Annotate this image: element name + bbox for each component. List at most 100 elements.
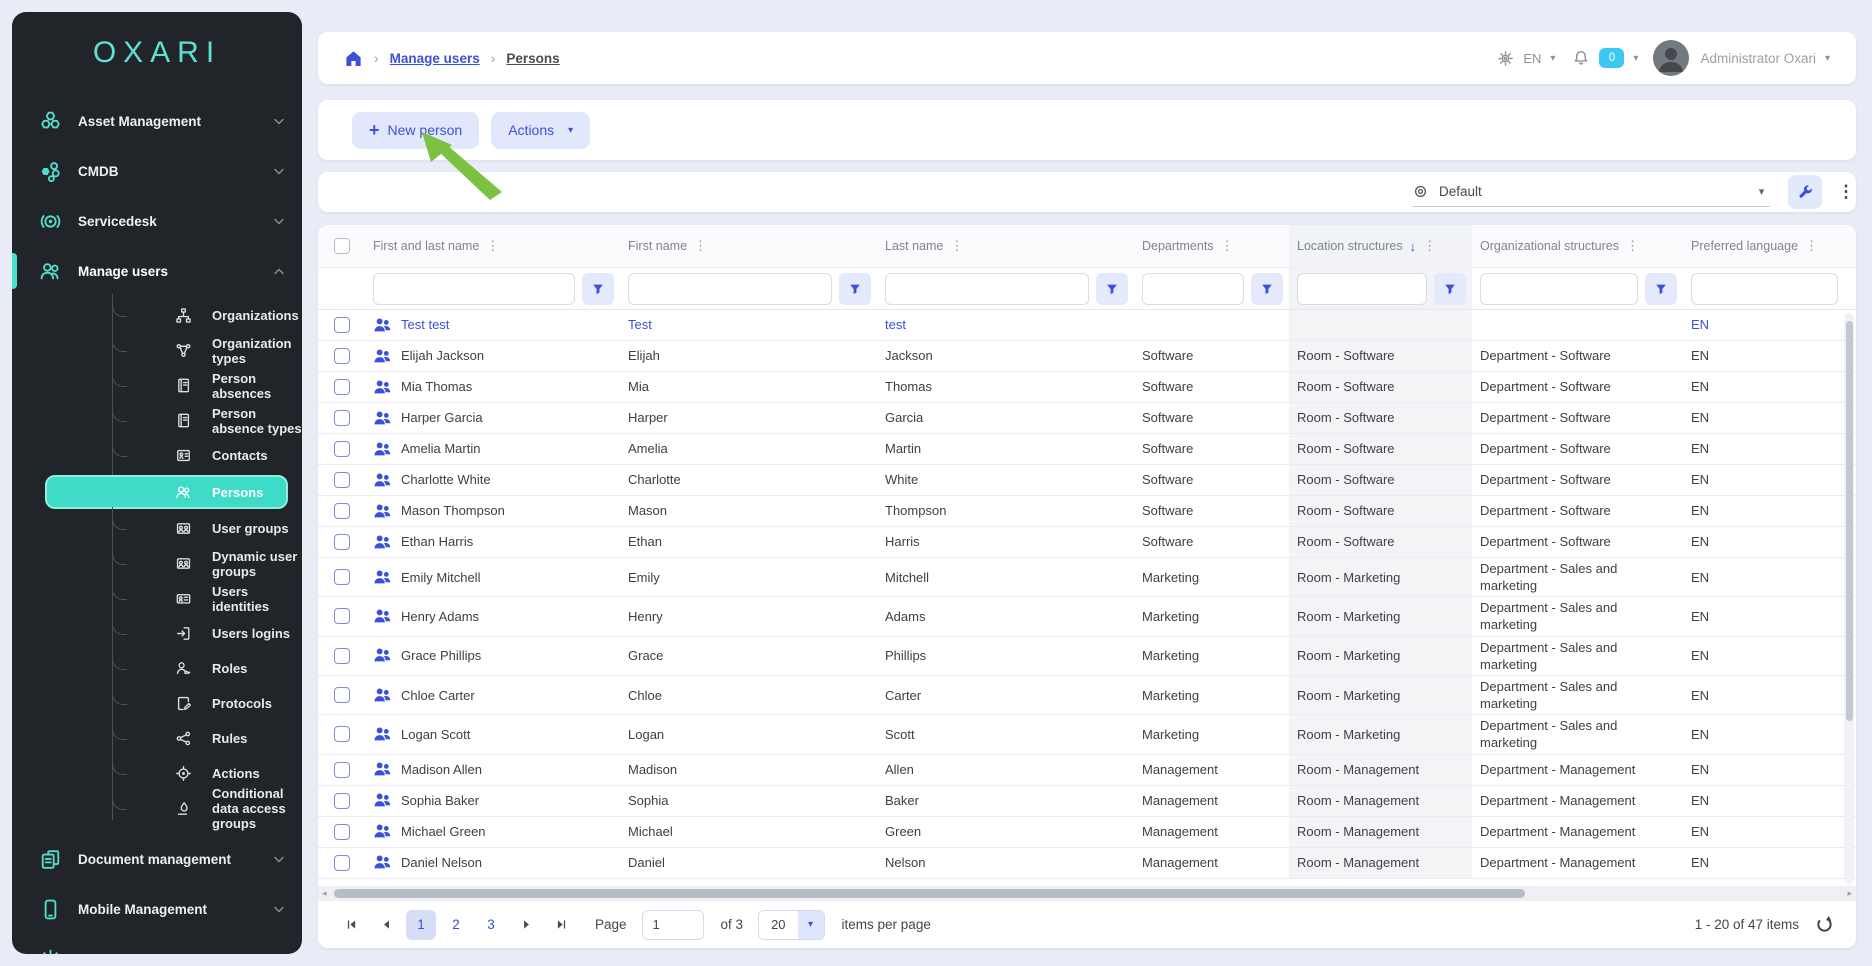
sidebar-item-settings[interactable]: Settings: [12, 934, 302, 954]
column-menu-kebab[interactable]: ⋮: [1423, 238, 1437, 253]
column-header-first-name[interactable]: First name ⋮: [620, 225, 877, 267]
row-checkbox[interactable]: [333, 348, 350, 364]
sidebar-item-asset-management[interactable]: Asset Management: [12, 96, 302, 146]
page-number-input[interactable]: [641, 909, 704, 940]
table-row[interactable]: Emily Mitchell Emily Mitchell Marketing Room…: [318, 558, 1856, 598]
person-name-link[interactable]: Daniel Nelson: [401, 854, 482, 870]
person-name-link[interactable]: Chloe Carter: [401, 687, 475, 703]
row-checkbox[interactable]: [333, 687, 350, 704]
filter-input-departments[interactable]: [1142, 272, 1244, 305]
person-name-link[interactable]: Harper Garcia: [401, 410, 483, 426]
filter-input-preferred-language[interactable]: [1691, 272, 1838, 305]
person-name-link[interactable]: Charlotte White: [401, 472, 491, 488]
person-name-link[interactable]: Amelia Martin: [401, 441, 481, 457]
row-checkbox[interactable]: [333, 608, 350, 625]
chevron-down-icon[interactable]: ▾: [1824, 52, 1830, 64]
row-checkbox[interactable]: [333, 647, 350, 664]
user-menu[interactable]: Administrator Oxari: [1700, 50, 1816, 66]
row-checkbox[interactable]: [333, 472, 350, 488]
sidebar-item-organizations[interactable]: Organizations: [12, 294, 302, 333]
view-selector[interactable]: Default ▾: [1412, 177, 1771, 207]
sidebar-item-users-logins[interactable]: Users logins: [12, 612, 302, 651]
more-options-kebab[interactable]: ⋮: [1837, 182, 1855, 201]
person-name-link[interactable]: Logan Scott: [401, 726, 471, 742]
sidebar-item-users-identities[interactable]: Users identities: [12, 577, 302, 616]
sidebar-item-cmdb[interactable]: CMDB: [12, 146, 302, 196]
sidebar-item-person-absences[interactable]: Person absences: [12, 364, 302, 403]
column-header-organizational-structures[interactable]: Organizational structures ⋮: [1472, 225, 1683, 267]
sidebar-item-servicedesk[interactable]: Servicedesk: [12, 196, 302, 246]
actions-button[interactable]: Actions ▾: [491, 111, 591, 149]
row-checkbox[interactable]: [333, 792, 350, 809]
row-checkbox[interactable]: [333, 761, 350, 778]
page-button-3[interactable]: 3: [487, 917, 495, 932]
page-size-select[interactable]: 20 ▾: [758, 909, 825, 940]
home-icon[interactable]: [344, 49, 363, 68]
filter-input-first-and-last-name[interactable]: [373, 272, 575, 305]
horizontal-scrollbar[interactable]: ◂ ▸: [318, 886, 1856, 901]
horizontal-scrollbar-thumb[interactable]: [334, 889, 1525, 898]
row-checkbox[interactable]: [333, 503, 350, 519]
row-checkbox[interactable]: [333, 726, 350, 743]
row-checkbox[interactable]: [333, 441, 350, 457]
person-name-link[interactable]: Henry Adams: [401, 608, 480, 624]
select-all-checkbox[interactable]: [333, 238, 350, 254]
row-checkbox[interactable]: [333, 823, 350, 840]
column-menu-kebab[interactable]: ⋮: [950, 238, 964, 253]
customize-columns-button[interactable]: [1788, 175, 1823, 209]
person-name-link[interactable]: Elijah Jackson: [401, 348, 485, 364]
avatar[interactable]: [1653, 40, 1690, 76]
breadcrumb-manage-users[interactable]: Manage users: [389, 50, 480, 66]
filter-button[interactable]: [1645, 272, 1677, 305]
sidebar-item-organization-types[interactable]: Organization types: [12, 329, 302, 368]
sidebar-item-user-groups[interactable]: User groups: [12, 507, 302, 546]
vertical-scrollbar-thumb[interactable]: [1845, 321, 1853, 721]
previous-page-button[interactable]: [371, 910, 401, 940]
row-checkbox[interactable]: [333, 534, 350, 550]
table-row[interactable]: Mason Thompson Mason Thompson Software Room …: [318, 496, 1856, 527]
sidebar-item-rules[interactable]: Rules: [12, 717, 302, 756]
column-menu-kebab[interactable]: ⋮: [694, 238, 708, 253]
page-button-1[interactable]: 1: [406, 909, 436, 940]
sidebar-item-mobile-management[interactable]: Mobile Management: [12, 884, 302, 934]
first-page-button[interactable]: [336, 910, 366, 940]
filter-input-organizational-structures[interactable]: [1480, 272, 1638, 305]
sidebar-item-actions[interactable]: Actions: [12, 752, 302, 791]
table-row[interactable]: Charlotte White Charlotte White Software Roo…: [318, 465, 1856, 496]
sidebar-item-persons[interactable]: Persons: [45, 475, 288, 509]
row-checkbox[interactable]: [333, 317, 350, 333]
person-name-link[interactable]: Michael Green: [401, 823, 486, 839]
table-row[interactable]: Elijah Jackson Elijah Jackson Software Room …: [318, 341, 1856, 372]
person-name-link[interactable]: Grace Phillips: [401, 648, 482, 664]
table-row[interactable]: Logan Scott Logan Scott Marketing Room - Mar…: [318, 715, 1856, 755]
filter-button[interactable]: [1251, 272, 1283, 305]
table-row[interactable]: Grace Phillips Grace Phillips Marketing Room…: [318, 636, 1856, 676]
column-header-last-name[interactable]: Last name ⋮: [877, 225, 1134, 267]
bell-icon[interactable]: [1572, 49, 1590, 67]
table-row[interactable]: Mia Thomas Mia Thomas Software Room - Softwa…: [318, 372, 1856, 403]
person-name-link[interactable]: Sophia Baker: [401, 792, 480, 808]
table-row[interactable]: Henry Adams Henry Adams Marketing Room - Mar…: [318, 597, 1856, 637]
refresh-icon[interactable]: [1815, 915, 1834, 934]
person-name-link[interactable]: Ethan Harris: [401, 534, 474, 550]
column-menu-kebab[interactable]: ⋮: [486, 238, 500, 253]
sidebar-item-document-management[interactable]: Document management: [12, 834, 302, 884]
person-name-link[interactable]: Madison Allen: [401, 761, 482, 777]
sidebar-item-protocols[interactable]: Protocols: [12, 682, 302, 721]
last-page-button[interactable]: [546, 910, 576, 940]
sidebar-item-person-absence-types[interactable]: Person absence types: [12, 399, 302, 438]
vertical-scrollbar[interactable]: [1844, 313, 1854, 884]
table-row[interactable]: Sophia Baker Sophia Baker Management Room - …: [318, 785, 1856, 817]
column-header-departments[interactable]: Departments ⋮: [1134, 225, 1289, 267]
table-row[interactable]: Michael Green Michael Green Management Room …: [318, 816, 1856, 848]
filter-button[interactable]: [839, 272, 871, 305]
column-menu-kebab[interactable]: ⋮: [1805, 238, 1819, 253]
filter-button[interactable]: [1096, 272, 1128, 305]
column-header-first-and-last-name[interactable]: First and last name ⋮: [365, 225, 620, 267]
next-page-button[interactable]: [511, 910, 541, 940]
scroll-right-icon[interactable]: ▸: [1847, 888, 1852, 898]
table-row[interactable]: Madison Allen Madison Allen Management Room …: [318, 754, 1856, 786]
column-menu-kebab[interactable]: ⋮: [1220, 238, 1234, 253]
language-selector[interactable]: EN: [1523, 50, 1542, 66]
table-row[interactable]: Ethan Harris Ethan Harris Software Room - So…: [318, 527, 1856, 558]
